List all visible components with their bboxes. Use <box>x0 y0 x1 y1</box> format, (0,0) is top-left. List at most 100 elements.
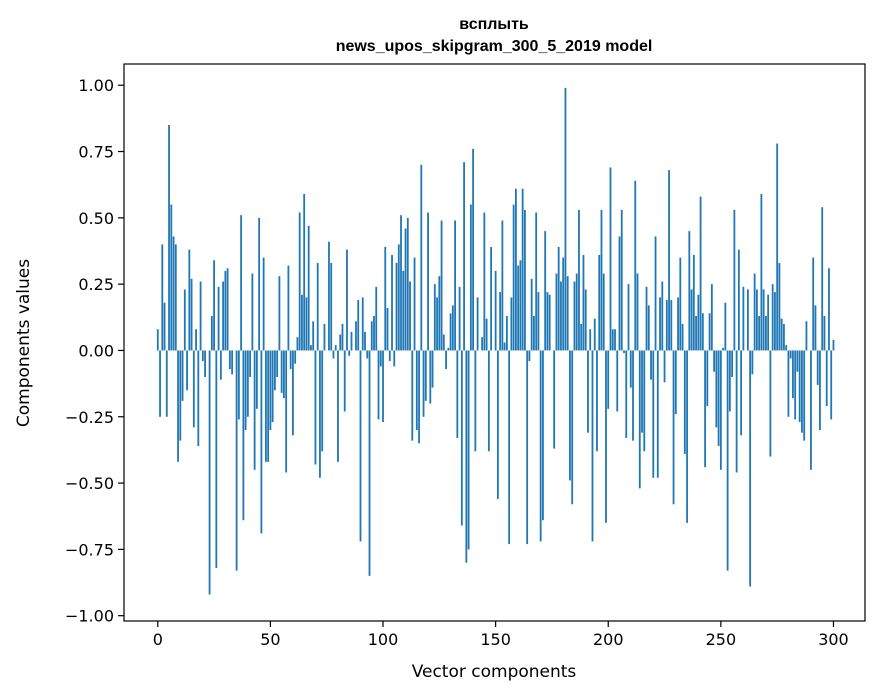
bar <box>731 350 734 377</box>
bar <box>357 300 360 351</box>
bar <box>228 350 231 370</box>
bars-group <box>156 87 835 595</box>
x-tick-label: 250 <box>706 630 737 649</box>
bar <box>391 254 393 351</box>
bar <box>201 350 204 362</box>
bar <box>542 350 544 521</box>
bar <box>699 196 702 351</box>
bar <box>224 270 227 351</box>
bar <box>571 350 574 505</box>
bar <box>494 270 497 351</box>
bar <box>472 148 474 351</box>
bar <box>301 294 303 351</box>
bar <box>560 281 562 351</box>
bar <box>330 262 333 351</box>
bar <box>204 350 206 377</box>
bar <box>562 257 565 351</box>
bar <box>328 241 330 351</box>
bar <box>454 220 456 351</box>
bar <box>350 331 353 351</box>
bar <box>237 350 240 420</box>
bar <box>339 334 342 351</box>
bar <box>321 350 324 452</box>
bar <box>591 350 594 542</box>
bar <box>334 345 337 351</box>
bar <box>420 164 423 351</box>
bar <box>787 350 790 417</box>
bar <box>598 254 601 351</box>
bar <box>409 281 411 351</box>
bar <box>726 350 729 571</box>
bar <box>210 315 213 351</box>
bar <box>474 350 477 452</box>
bar <box>451 305 454 351</box>
bar <box>548 294 551 351</box>
x-tick-label: 50 <box>260 630 280 649</box>
bar <box>219 350 222 380</box>
bar <box>213 260 215 351</box>
bar <box>436 297 438 351</box>
bar <box>337 350 339 462</box>
bar <box>402 270 405 351</box>
bar <box>195 329 197 351</box>
bar <box>246 350 249 417</box>
bar <box>222 281 224 351</box>
bar <box>382 350 384 423</box>
x-tick-label: 0 <box>153 630 163 649</box>
bar <box>515 188 517 351</box>
bar <box>801 350 803 433</box>
bar <box>686 350 688 523</box>
bar <box>533 315 535 351</box>
bar <box>429 350 432 404</box>
bar <box>397 244 400 351</box>
bar <box>249 350 252 377</box>
bar <box>650 350 652 380</box>
bar <box>274 350 276 391</box>
bar <box>508 350 511 545</box>
bar <box>679 257 682 351</box>
bar <box>262 257 265 351</box>
bar <box>481 337 484 351</box>
bar <box>361 297 364 351</box>
bar <box>792 350 794 399</box>
bar <box>438 276 441 351</box>
bar <box>215 350 218 568</box>
bar <box>460 350 463 526</box>
bar <box>821 207 824 351</box>
bar <box>719 350 722 470</box>
bar <box>456 350 459 438</box>
bar <box>796 350 799 372</box>
bar <box>404 228 407 351</box>
bar <box>174 244 177 351</box>
bar <box>535 212 538 351</box>
bar <box>753 273 756 351</box>
bar <box>783 323 785 351</box>
bar <box>717 350 720 446</box>
bar <box>652 350 655 478</box>
bar <box>316 262 319 351</box>
bar <box>510 297 513 351</box>
bar <box>819 350 821 431</box>
bar <box>276 350 279 377</box>
bar <box>823 315 826 351</box>
bar <box>735 350 738 473</box>
y-tick-label: 1.00 <box>78 76 114 95</box>
bar <box>564 87 567 351</box>
bar <box>496 350 499 499</box>
bar <box>670 300 673 351</box>
bar <box>355 321 357 351</box>
bar <box>303 193 306 351</box>
bar <box>614 329 616 351</box>
bar <box>341 323 344 351</box>
y-tick-label: 0.50 <box>78 209 114 228</box>
bar <box>767 294 770 351</box>
bar <box>625 350 628 438</box>
bar <box>244 350 247 431</box>
bar <box>269 350 272 431</box>
bar <box>177 350 179 462</box>
bar <box>240 215 243 351</box>
bar <box>251 273 254 351</box>
bar <box>632 350 634 441</box>
bar <box>555 273 558 351</box>
bar <box>366 350 369 359</box>
